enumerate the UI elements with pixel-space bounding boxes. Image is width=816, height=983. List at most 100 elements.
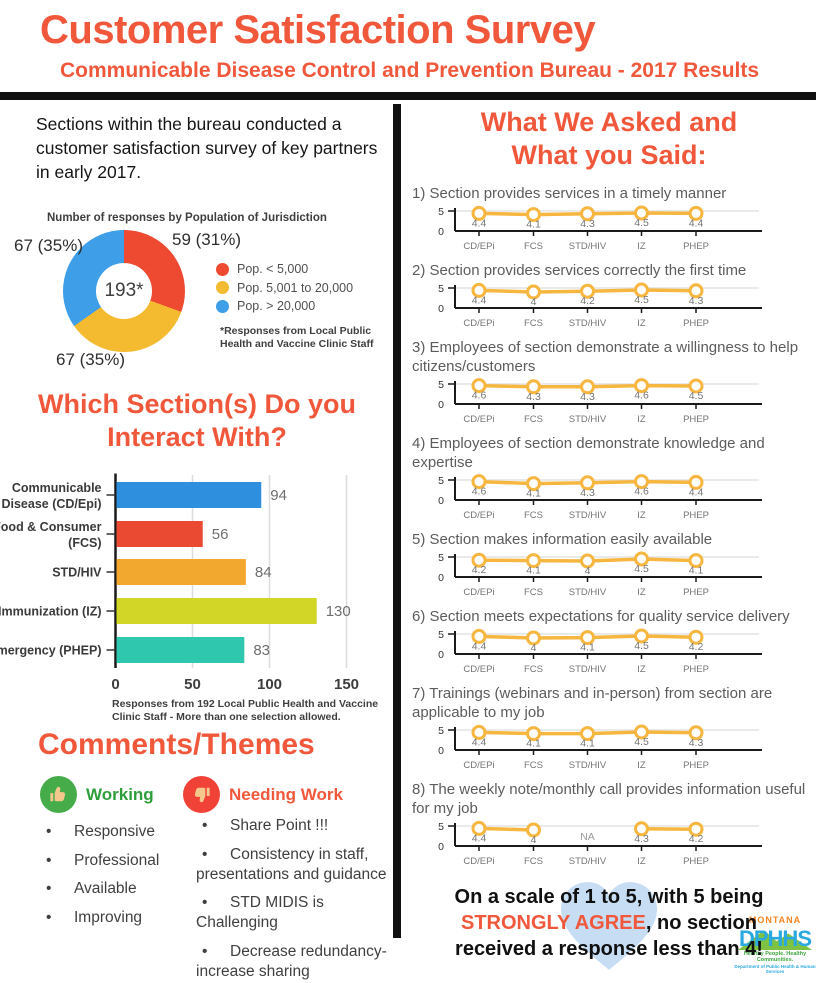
svg-text:PHEP: PHEP: [683, 241, 709, 252]
bullet-icon: •: [202, 942, 208, 960]
pie-callout-blue: 67 (35%): [14, 236, 83, 255]
asked-heading: What We Asked and What you Said:: [469, 106, 749, 172]
svg-text:5: 5: [438, 475, 444, 487]
svg-text:4.5: 4.5: [634, 736, 649, 748]
list-item: • Available: [40, 879, 190, 899]
svg-text:PHEP: PHEP: [683, 510, 709, 521]
dphhs-logo: MONTANA DPHHS Healthy People. Healthy Co…: [733, 916, 816, 974]
svg-text:CD/EPi: CD/EPi: [463, 664, 494, 675]
svg-text:PHEP: PHEP: [683, 587, 709, 598]
bullet-icon: •: [46, 908, 52, 926]
mini-line-chart: 5 0 CD/EPi FCS STD/HIV IZ PHEP 4.6 4.1 4.3 4.6 4.4: [438, 474, 762, 521]
svg-text:IZ: IZ: [637, 510, 646, 521]
svg-text:84: 84: [255, 564, 272, 581]
svg-text:STD/HIV: STD/HIV: [569, 414, 607, 425]
bullet-icon: •: [46, 851, 52, 869]
working-list: • Responsive • Professional • Available • Impro…: [40, 822, 190, 936]
question-text: 4) Employees of section demonstrate know…: [412, 435, 765, 471]
working-header: Working: [40, 776, 154, 813]
svg-text:PHEP: PHEP: [683, 414, 709, 425]
mini-line-chart: 5 0 CD/EPi FCS STD/HIV IZ PHEP 4.4 4 4.2 4.5 4.3: [438, 282, 762, 329]
bar-chart-caption: Responses from 192 Local Public Health a…: [112, 698, 379, 723]
svg-text:Communicable: Communicable: [12, 481, 102, 495]
svg-text:4.4: 4.4: [689, 217, 704, 229]
legend-swatch: [216, 281, 229, 295]
svg-text:PHEP: PHEP: [683, 318, 709, 329]
left-column: Sections within the bureau conducted a c…: [0, 100, 394, 983]
svg-text:FCS: FCS: [524, 856, 543, 867]
logo-tagline1: Healthy People. Healthy Communities.: [743, 951, 807, 963]
svg-text:150: 150: [334, 676, 359, 693]
pie-chart-title: Number of responses by Population of Jur…: [47, 212, 327, 224]
svg-text:0: 0: [438, 495, 444, 507]
legend-swatch: [216, 299, 229, 313]
mini-line-chart: 5 0 CD/EPi FCS STD/HIV IZ PHEP 4.4 4.1 4.3 4.5 4.4: [438, 205, 762, 252]
svg-text:STD/HIV: STD/HIV: [52, 566, 102, 580]
svg-text:4.4: 4.4: [472, 736, 487, 748]
svg-text:0: 0: [111, 676, 119, 693]
closing-pre: On a scale of 1 to 5, with 5 being: [454, 886, 764, 908]
svg-text:IZ: IZ: [637, 587, 646, 598]
svg-text:IZ: IZ: [637, 414, 646, 425]
svg-text:5: 5: [438, 725, 444, 737]
bar-row: 83 Emergency (PHEP): [0, 637, 270, 663]
svg-text:4.1: 4.1: [526, 488, 541, 500]
question-block: 2) Section provides services correctly t…: [402, 261, 816, 330]
svg-text:4.2: 4.2: [580, 295, 595, 307]
svg-text:4.1: 4.1: [689, 565, 704, 577]
svg-text:Food & Consumer: Food & Consumer: [0, 520, 102, 534]
mini-line-chart: 5 0 CD/EPi FCS STD/HIV IZ PHEP 4.4 4.1 4.1 4.5 4.3: [438, 724, 762, 771]
question-block: 4) Employees of section demonstrate know…: [402, 434, 816, 522]
question-text: 8) The weekly note/monthly call provides…: [412, 781, 806, 817]
list-item: • Share Point !!!: [196, 816, 394, 836]
svg-text:STD/HIV: STD/HIV: [569, 318, 607, 329]
legend-item: Pop. > 20,000: [216, 297, 353, 316]
svg-text:4: 4: [531, 834, 537, 846]
svg-text:IZ: IZ: [637, 856, 646, 867]
donut-chart: 193*: [63, 230, 185, 352]
bar-row: 130 Immunization (IZ): [0, 598, 351, 624]
closing-post: , no section received a response less th…: [455, 912, 763, 960]
bar-row: 94 Communicable Disease (CD/Epi): [1, 481, 286, 511]
logo-mark: DPHHS: [733, 926, 816, 950]
donut-center-label: 193*: [96, 263, 152, 319]
svg-text:CD/EPi: CD/EPi: [463, 760, 494, 771]
svg-text:4.1: 4.1: [526, 565, 541, 577]
mini-line-chart: 5 0 CD/EPi FCS STD/HIV IZ PHEP 4.4 4 4.1 4.5 4.2: [438, 628, 762, 675]
logo-tagline2: Department of Public Health & Human Serv…: [734, 964, 816, 974]
svg-text:Disease (CD/Epi): Disease (CD/Epi): [1, 497, 101, 511]
svg-text:5: 5: [438, 629, 444, 641]
svg-text:4: 4: [585, 565, 591, 577]
bar-row: 56 Food & Consumer (FCS): [0, 520, 228, 550]
legend-label: Pop. > 20,000: [237, 299, 316, 314]
svg-text:100: 100: [257, 676, 282, 693]
question-text: 6) Section meets expectations for qualit…: [412, 608, 790, 625]
list-item: • STD MIDIS is Challenging: [196, 894, 324, 931]
pie-legend: Pop. < 5,000 Pop. 5,001 to 20,000 Pop. > 2…: [216, 260, 353, 316]
svg-text:56: 56: [212, 526, 229, 543]
svg-text:4.3: 4.3: [634, 833, 649, 845]
asked-heading-line2: What you Said:: [511, 140, 707, 170]
svg-text:4.1: 4.1: [580, 738, 595, 750]
svg-text:4.6: 4.6: [634, 390, 649, 402]
svg-text:50: 50: [184, 676, 201, 693]
question-text: 1) Section provides services in a timely…: [412, 185, 727, 202]
question-block: 1) Section provides services in a timely…: [402, 184, 816, 253]
svg-text:IZ: IZ: [637, 760, 646, 771]
question-block: 6) Section meets expectations for qualit…: [402, 607, 816, 676]
closing-emphasis: STRONGLY AGREE: [461, 912, 646, 934]
svg-text:4.6: 4.6: [472, 390, 487, 402]
needing-work-header: Needing Work: [183, 776, 343, 813]
svg-text:5: 5: [438, 552, 444, 564]
bar-row: 84 STD/HIV: [52, 559, 272, 585]
mini-line-chart: 5 0 CD/EPi FCS STD/HIV IZ PHEP 4.4 4 NA 4.3 4.2: [438, 820, 762, 867]
svg-text:STD/HIV: STD/HIV: [569, 856, 607, 867]
question-block: 7) Trainings (webinars and in-person) fr…: [402, 684, 816, 772]
bullet-icon: •: [202, 894, 208, 911]
svg-text:CD/EPi: CD/EPi: [463, 587, 494, 598]
svg-text:CD/EPi: CD/EPi: [463, 318, 494, 329]
needing-work-list: • Share Point !!! • Consistency in staff, p…: [196, 816, 394, 983]
svg-text:Emergency (PHEP): Emergency (PHEP): [0, 644, 102, 658]
legend-item: Pop. 5,001 to 20,000: [216, 279, 353, 298]
